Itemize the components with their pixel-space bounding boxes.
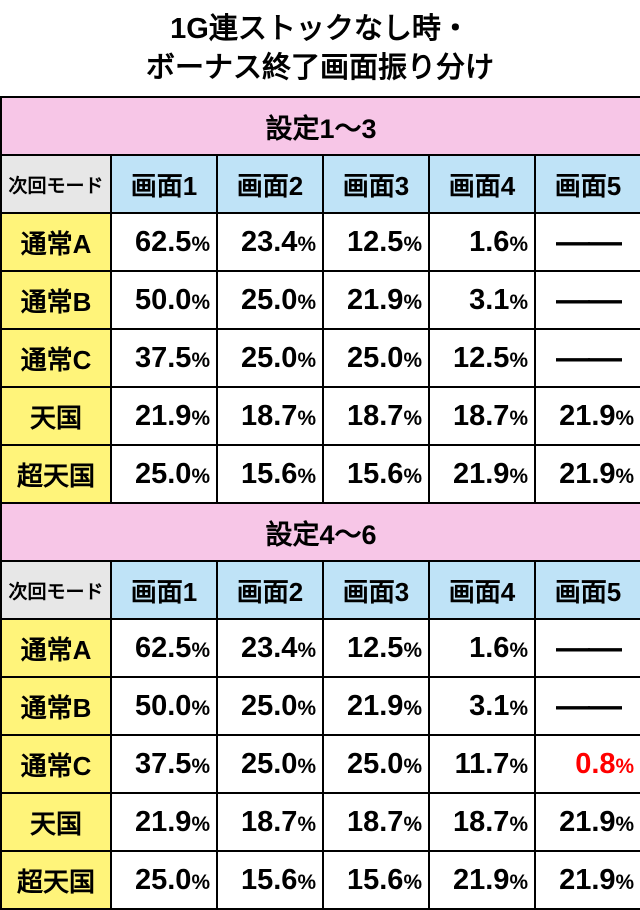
- table-cell: 18.7%: [323, 387, 429, 445]
- table-cell: 21.9%: [535, 445, 640, 503]
- column-header: 画面2: [217, 155, 323, 213]
- column-header: 画面4: [429, 155, 535, 213]
- table-cell: 21.9%: [111, 387, 217, 445]
- row-header: 通常C: [1, 735, 111, 793]
- table-cell: 21.9%: [535, 793, 640, 851]
- row-header: 天国: [1, 387, 111, 445]
- table-cell: 21.9%: [323, 271, 429, 329]
- table-cell: 1.6%: [429, 213, 535, 271]
- page-title: 1G連ストックなし時・ ボーナス終了画面振り分け: [0, 0, 640, 96]
- table-cell: 21.9%: [429, 445, 535, 503]
- row-header: 通常A: [1, 213, 111, 271]
- table-cell: 25.0%: [217, 677, 323, 735]
- row-header: 通常B: [1, 677, 111, 735]
- table-cell: 15.6%: [217, 851, 323, 909]
- table-cell: 25.0%: [217, 329, 323, 387]
- row-header: 超天国: [1, 445, 111, 503]
- table-cell-empty: ——: [535, 271, 640, 329]
- column-header: 画面1: [111, 561, 217, 619]
- column-header: 画面5: [535, 155, 640, 213]
- title-line2: ボーナス終了画面振り分け: [146, 52, 494, 84]
- row-header: 超天国: [1, 851, 111, 909]
- table-cell: 25.0%: [111, 851, 217, 909]
- table-cell: 21.9%: [535, 851, 640, 909]
- table-cell: 15.6%: [217, 445, 323, 503]
- table-cell: 18.7%: [429, 793, 535, 851]
- table-cell: 12.5%: [429, 329, 535, 387]
- table-cell: 23.4%: [217, 619, 323, 677]
- table-cell: 21.9%: [323, 677, 429, 735]
- table-cell: 15.6%: [323, 851, 429, 909]
- table-cell: 25.0%: [323, 329, 429, 387]
- row-header: 通常B: [1, 271, 111, 329]
- table-container: 1G連ストックなし時・ ボーナス終了画面振り分け 設定1〜3次回モード画面1画面…: [0, 0, 640, 910]
- table-cell: 25.0%: [217, 271, 323, 329]
- table-cell: 3.1%: [429, 271, 535, 329]
- section-header: 設定1〜3: [1, 97, 640, 155]
- column-header: 画面4: [429, 561, 535, 619]
- table-cell-empty: ——: [535, 619, 640, 677]
- table-cell: 18.7%: [217, 793, 323, 851]
- table-cell: 18.7%: [323, 793, 429, 851]
- row-header: 天国: [1, 793, 111, 851]
- table-cell: 12.5%: [323, 619, 429, 677]
- table-cell-empty: ——: [535, 677, 640, 735]
- column-header: 画面3: [323, 155, 429, 213]
- column-header: 画面1: [111, 155, 217, 213]
- table-cell: 21.9%: [535, 387, 640, 445]
- row-header: 通常C: [1, 329, 111, 387]
- table-cell: 1.6%: [429, 619, 535, 677]
- table-cell: 11.7%: [429, 735, 535, 793]
- table-cell: 62.5%: [111, 213, 217, 271]
- table-cell: 18.7%: [217, 387, 323, 445]
- table-cell: 62.5%: [111, 619, 217, 677]
- table-cell-empty: ——: [535, 213, 640, 271]
- table-cell: 25.0%: [323, 735, 429, 793]
- table-cell: 25.0%: [217, 735, 323, 793]
- table-cell: 12.5%: [323, 213, 429, 271]
- column-header: 画面3: [323, 561, 429, 619]
- table-cell: 50.0%: [111, 271, 217, 329]
- table-cell: 37.5%: [111, 735, 217, 793]
- table-cell: 21.9%: [429, 851, 535, 909]
- table-cell: 37.5%: [111, 329, 217, 387]
- table-cell: 15.6%: [323, 445, 429, 503]
- column-header: 画面2: [217, 561, 323, 619]
- title-line1: 1G連ストックなし時・: [170, 13, 470, 45]
- corner-label: 次回モード: [1, 561, 111, 619]
- column-header: 画面5: [535, 561, 640, 619]
- table-cell: 18.7%: [429, 387, 535, 445]
- corner-label: 次回モード: [1, 155, 111, 213]
- table-cell: 3.1%: [429, 677, 535, 735]
- table-cell: 21.9%: [111, 793, 217, 851]
- distribution-table: 設定1〜3次回モード画面1画面2画面3画面4画面5通常A62.5%23.4%12…: [0, 96, 640, 910]
- table-cell-empty: ——: [535, 329, 640, 387]
- table-cell: 50.0%: [111, 677, 217, 735]
- section-header: 設定4〜6: [1, 503, 640, 561]
- table-cell: 23.4%: [217, 213, 323, 271]
- table-cell: 0.8%: [535, 735, 640, 793]
- row-header: 通常A: [1, 619, 111, 677]
- table-cell: 25.0%: [111, 445, 217, 503]
